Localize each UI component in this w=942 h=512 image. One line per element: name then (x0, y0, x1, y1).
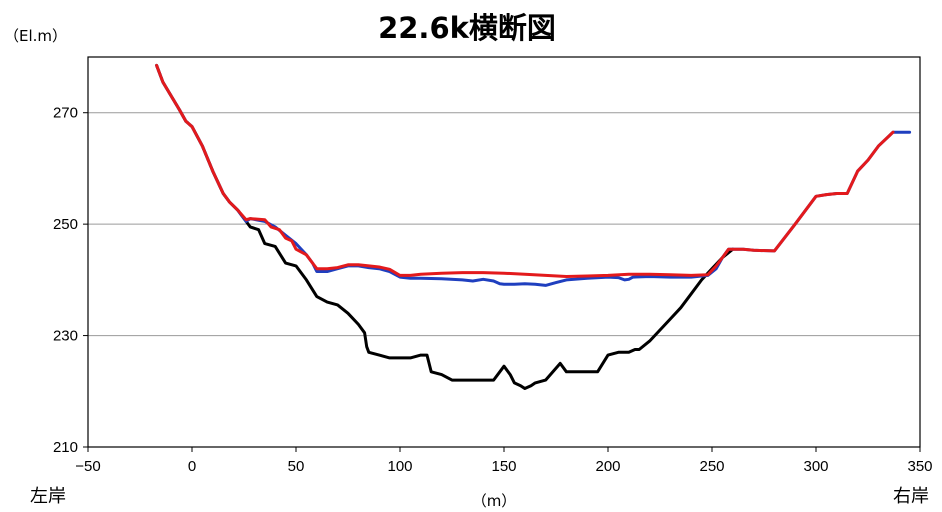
x-tick-label: 250 (699, 458, 724, 475)
axis-ticks: −50 0 50 100 150 200 250 300 350 210 230 250 270 (53, 105, 933, 475)
chart-title: 22.6k横断図 (378, 11, 556, 45)
right-bank-label: 右岸 (893, 486, 929, 507)
plot-area (87, 56, 921, 448)
riverbed-line (155, 63, 735, 390)
x-tick-label: 200 (595, 458, 620, 475)
x-tick-label: 0 (188, 458, 196, 475)
y-tick-label: 230 (53, 328, 78, 345)
x-tick-label: 300 (803, 458, 828, 475)
x-tick-label: 350 (907, 458, 932, 475)
y-tick-label: 250 (53, 216, 78, 233)
x-tick-label: 100 (387, 458, 412, 475)
x-tick-label: −50 (75, 458, 100, 475)
x-tick-label: 50 (288, 458, 305, 475)
y-axis-unit-label: （El.m） (4, 27, 67, 45)
y-tick-label: 210 (53, 439, 78, 456)
x-axis-unit-label: （m） (472, 492, 517, 510)
series-lines (155, 63, 912, 390)
gridlines (88, 112, 920, 337)
y-tick-label: 270 (53, 105, 78, 122)
water-surface-red-line (155, 63, 895, 278)
water-surface-blue-line (155, 63, 912, 287)
left-bank-label: 左岸 (30, 486, 66, 507)
x-tick-label: 150 (491, 458, 516, 475)
